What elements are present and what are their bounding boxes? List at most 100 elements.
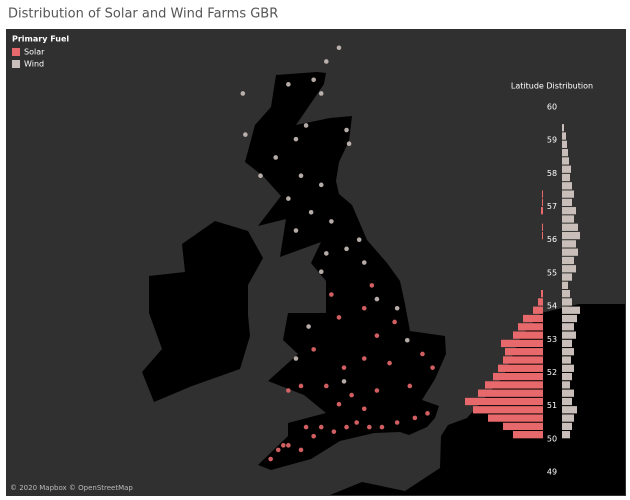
farm-point <box>303 123 309 128</box>
farm-point <box>374 388 380 393</box>
histogram-bar <box>562 298 572 306</box>
farm-point <box>356 237 362 242</box>
farm-point <box>412 415 418 421</box>
histogram-bar <box>562 314 577 323</box>
histogram-bar <box>562 331 576 339</box>
histogram-bar <box>562 414 574 422</box>
histogram-bar <box>562 356 571 364</box>
farm-point <box>367 424 372 430</box>
legend-swatch <box>12 60 20 68</box>
y-tick-label: 55 <box>547 268 557 277</box>
histogram-bar <box>562 381 570 389</box>
farm-point <box>344 127 349 133</box>
farm-point <box>303 424 309 430</box>
histogram-bar <box>562 389 574 397</box>
histogram-bar <box>533 306 543 314</box>
farm-point <box>341 365 347 370</box>
farm-point <box>293 228 299 233</box>
histogram-bar <box>562 173 570 182</box>
legend-label: Wind <box>24 60 44 69</box>
histogram-bar <box>562 323 574 331</box>
histogram-bar <box>498 364 543 372</box>
farm-point <box>341 379 347 384</box>
continent <box>330 304 625 495</box>
histogram-bar <box>562 372 572 381</box>
histogram-bar <box>562 190 574 198</box>
histogram-bar <box>562 124 564 132</box>
farm-point <box>324 59 329 64</box>
histogram-bar <box>562 256 574 265</box>
farm-point <box>369 283 375 288</box>
farm-point <box>394 305 400 311</box>
histogram-bar <box>562 223 578 231</box>
y-tick-label: 49 <box>547 468 557 477</box>
histogram-bar <box>485 381 543 389</box>
histogram-bar <box>562 198 572 207</box>
y-tick-label: 59 <box>547 136 557 145</box>
farm-point <box>298 383 304 389</box>
histogram-bar <box>562 207 576 215</box>
histogram-bar <box>562 157 569 165</box>
farm-point <box>318 269 324 274</box>
histogram-bar <box>562 231 580 240</box>
histogram-bar <box>562 182 572 190</box>
farm-point <box>318 182 324 188</box>
great-britain <box>245 72 446 470</box>
histogram-bar <box>542 223 543 231</box>
farm-point <box>344 424 349 430</box>
histogram-bar <box>562 431 570 439</box>
farm-point <box>379 424 385 430</box>
y-tick-label: 54 <box>547 302 557 311</box>
histogram-bar <box>503 422 543 431</box>
farm-point <box>306 324 311 329</box>
attribution: © 2020 Mapbox © OpenStreetMap <box>10 484 133 492</box>
farm-point <box>344 246 349 252</box>
histogram-bar <box>562 339 572 348</box>
farm-point <box>407 383 413 389</box>
histogram-bar <box>562 215 574 223</box>
histogram-bar <box>523 314 543 323</box>
histogram-bar <box>562 273 572 281</box>
histogram-bar <box>562 364 574 372</box>
legend-title: Primary Fuel <box>12 35 69 44</box>
histogram-bar <box>542 190 543 198</box>
histogram-bar <box>562 397 572 406</box>
histogram-bar <box>541 290 543 298</box>
histogram-bar <box>562 132 566 140</box>
histogram-bar <box>562 281 568 289</box>
farm-point <box>308 209 314 215</box>
legend-swatch <box>12 48 20 56</box>
farm-point <box>425 411 430 416</box>
histogram-bar <box>562 248 578 256</box>
histogram-bar <box>562 422 572 431</box>
histogram-bar <box>473 406 543 414</box>
farm-point <box>329 292 334 297</box>
histogram-title: Latitude Distribution <box>511 82 593 91</box>
histogram-bar <box>542 231 543 240</box>
histogram-bar <box>562 265 576 273</box>
farm-point <box>240 91 246 96</box>
farm-point <box>430 365 435 370</box>
histogram-bar <box>501 339 543 348</box>
histogram-bar <box>541 207 543 215</box>
farm-point <box>331 429 337 434</box>
farm-point <box>387 360 392 366</box>
y-tick-label: 56 <box>547 235 557 244</box>
farm-point <box>293 356 299 361</box>
farm-point <box>324 383 329 389</box>
farm-point <box>336 315 342 320</box>
farm-point <box>286 443 291 448</box>
farm-point <box>286 82 291 87</box>
histogram-bar <box>478 389 543 397</box>
histogram-bar <box>465 397 543 406</box>
farm-point <box>311 347 316 352</box>
farm-point <box>311 77 316 83</box>
farm-point <box>243 132 248 137</box>
histogram-bar <box>513 331 543 339</box>
farm-point <box>329 219 334 224</box>
farm-point <box>286 196 291 201</box>
farm-point <box>275 447 281 453</box>
farm-point <box>293 136 299 142</box>
histogram-bar <box>562 140 567 148</box>
farm-point <box>420 351 425 357</box>
